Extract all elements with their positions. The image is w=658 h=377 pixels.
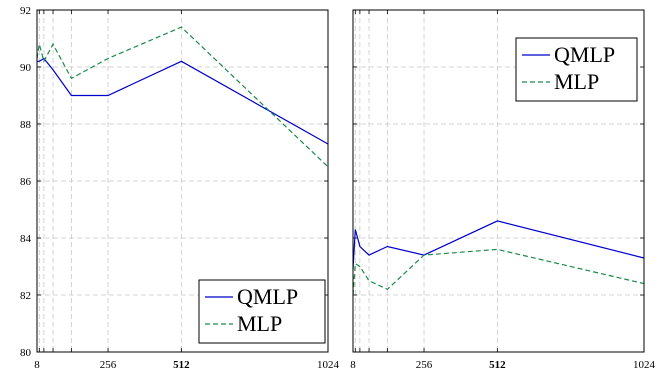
series-line-qmlp bbox=[352, 220, 645, 270]
x-tick-label: 1024 bbox=[317, 359, 340, 371]
x-tick-label: 256 bbox=[416, 359, 433, 371]
y-tick-label: 88 bbox=[20, 119, 32, 131]
plot-frame bbox=[36, 9, 329, 353]
series-line-mlp bbox=[36, 26, 329, 168]
x-tick-label: 1024 bbox=[633, 359, 656, 371]
x-tick-label: 256 bbox=[100, 359, 117, 371]
y-tick-label: 84 bbox=[20, 233, 32, 245]
x-tick-label: 512 bbox=[173, 359, 190, 371]
x-tick-label: 512 bbox=[489, 359, 506, 371]
legend-label-qmlp: QMLP bbox=[554, 42, 615, 67]
legend-box bbox=[198, 279, 326, 344]
series-line-mlp bbox=[352, 248, 645, 296]
series-line-qmlp bbox=[37, 57, 329, 145]
legend-label-mlp: MLP bbox=[237, 311, 282, 336]
y-tick-label: 82 bbox=[20, 290, 31, 302]
legend-box bbox=[515, 37, 638, 102]
y-tick-label: 86 bbox=[20, 176, 32, 188]
y-tick-label: 90 bbox=[20, 62, 32, 74]
plot-frame bbox=[352, 9, 645, 353]
x-tick-label: 8 bbox=[34, 359, 40, 371]
legend-label-qmlp: QMLP bbox=[237, 284, 298, 309]
legend-label-mlp: MLP bbox=[554, 69, 599, 94]
y-tick-label: 80 bbox=[20, 347, 32, 359]
x-tick-label: 8 bbox=[350, 359, 356, 371]
y-tick-label: 92 bbox=[20, 5, 31, 17]
